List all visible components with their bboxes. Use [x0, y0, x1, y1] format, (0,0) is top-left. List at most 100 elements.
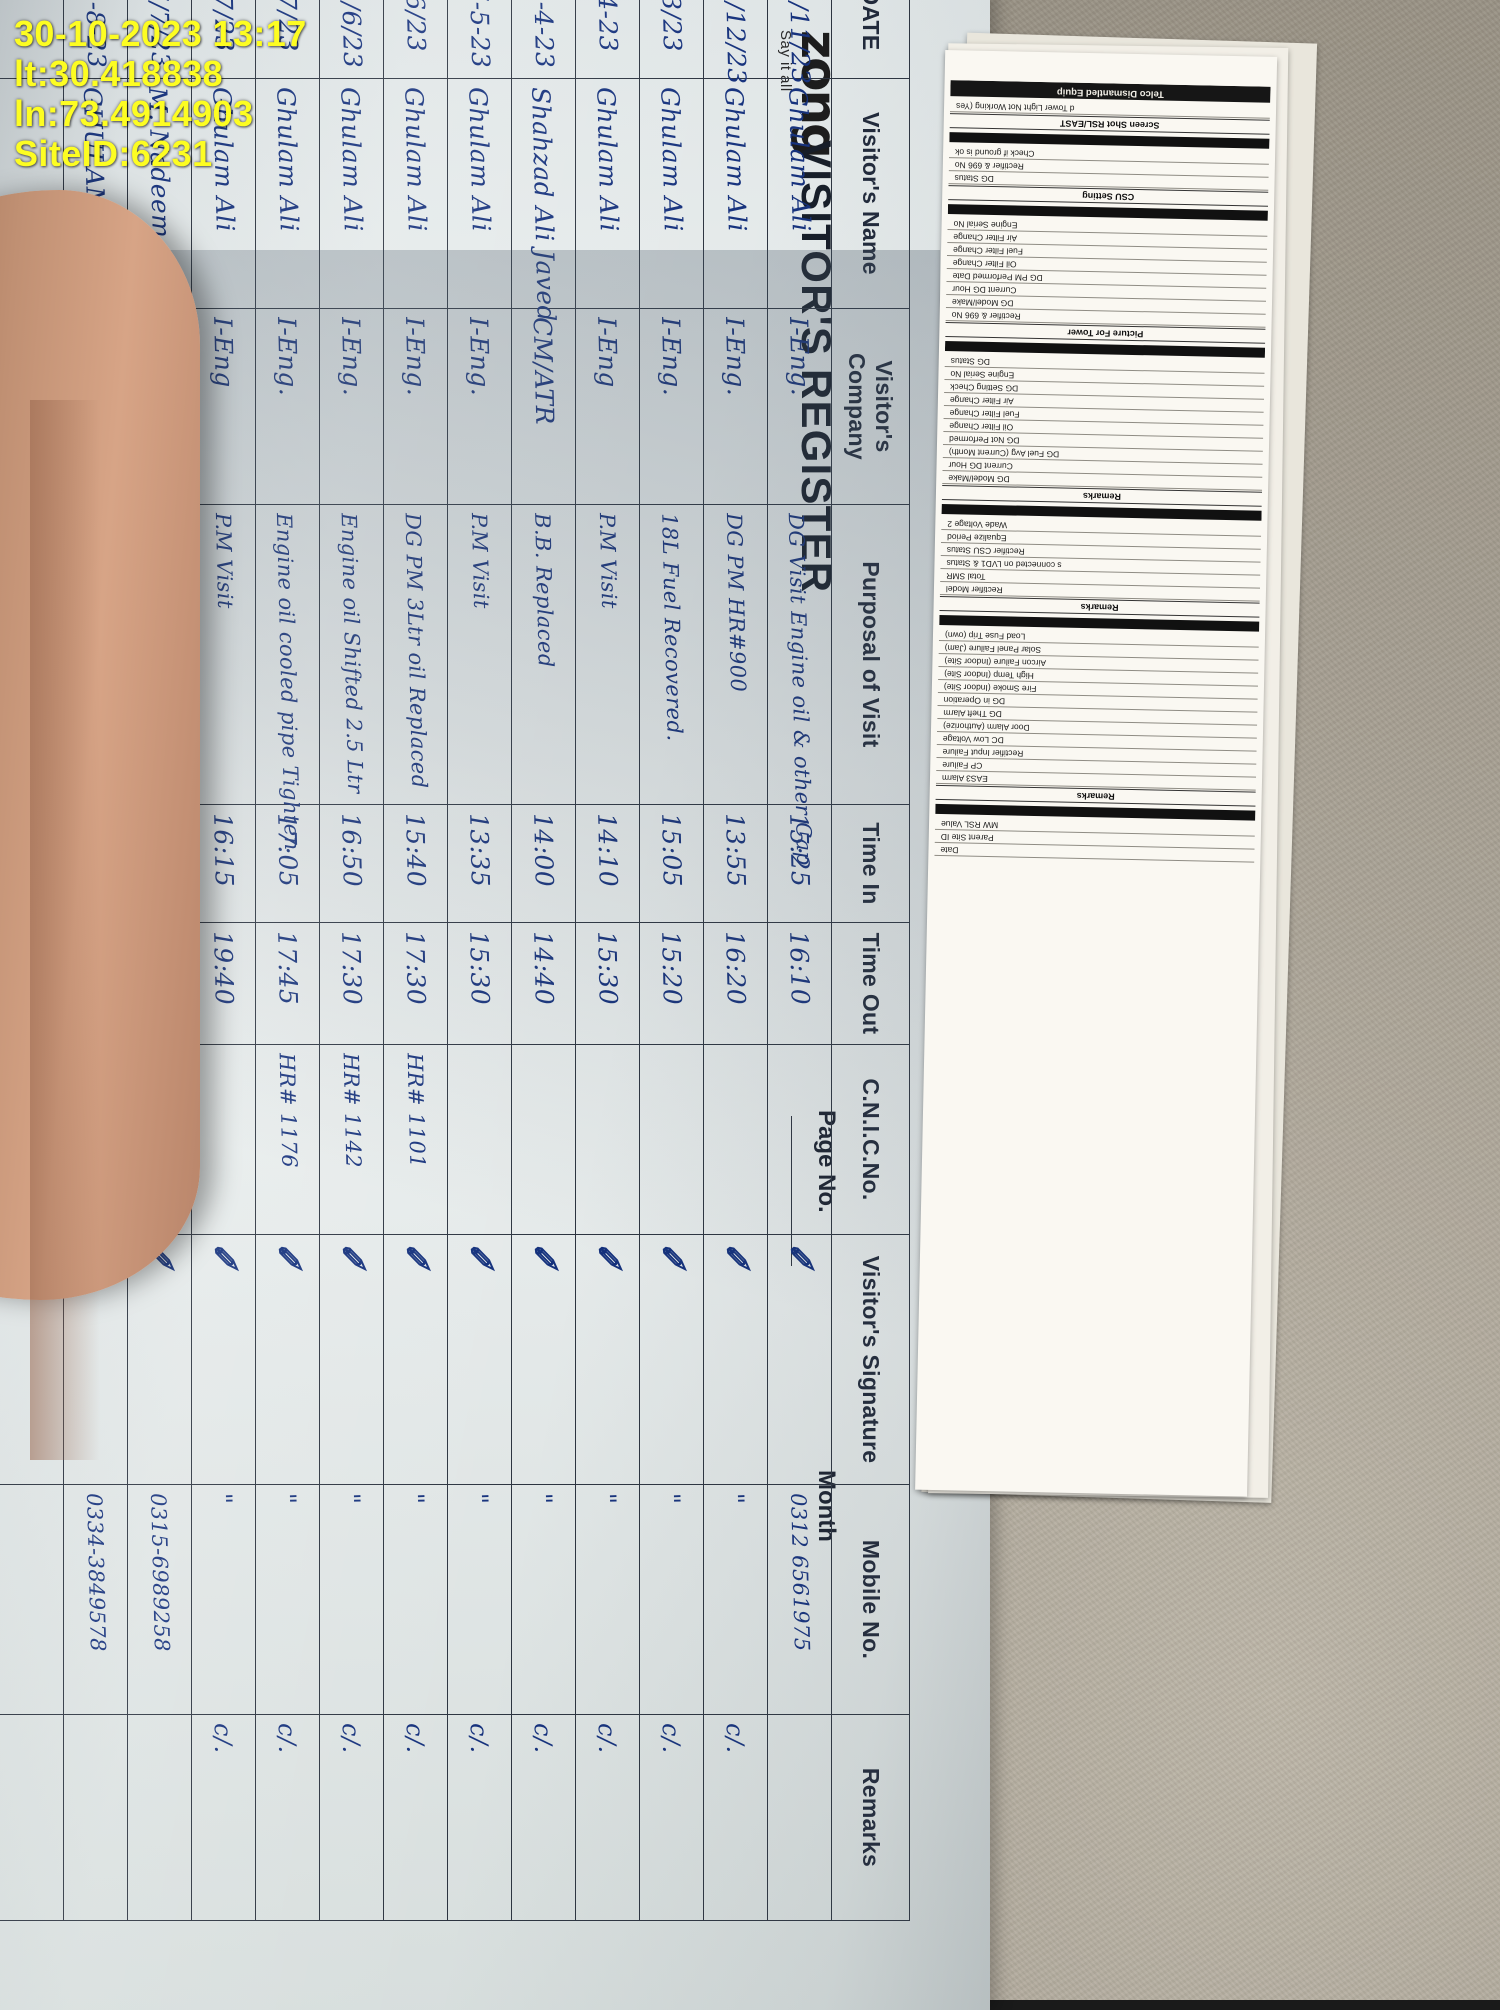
cell-name: Ghulam Ali — [575, 78, 640, 309]
signature-mark: ✐ — [331, 1242, 372, 1269]
cell-remarks: c/. — [255, 1714, 320, 1921]
cell-time-in: 16:15 — [191, 804, 256, 923]
cell-mobile-text: " — [401, 1492, 430, 1505]
cell-time-in-text: 14:00 — [528, 812, 559, 888]
cell-time-out-text: 19:40 — [208, 930, 239, 1006]
signature-mark: ✐ — [523, 1242, 564, 1269]
cell-date: 7/6/23 — [383, 0, 448, 79]
hand-holding-page — [0, 190, 200, 1460]
cell-remarks: c/. — [575, 1714, 640, 1921]
cell-date-text: 17-5-23 — [463, 0, 496, 69]
cell-signature: ✐ — [767, 1234, 832, 1485]
cell-remarks-text: c/. — [721, 1722, 750, 1754]
cell-date: 28/11/23 — [767, 0, 832, 85]
telecom-checklist-form: Telco Dismantled Equip d Tower Light Not … — [921, 80, 1271, 1506]
cell-cnic: HR# 1176 — [255, 1044, 320, 1235]
cell-mobile: " — [511, 1484, 576, 1715]
cell-company: CM/ATR — [511, 308, 576, 505]
cell-purpose: DG PM 3Ltr oil Replaced — [383, 504, 448, 805]
finger-edge — [30, 400, 100, 1460]
cell-date-text: 15/12/23 — [719, 0, 752, 85]
cell-time-out: 16:10 — [767, 922, 832, 1045]
cell-purpose-text: Engine oil cooled pipe Tighten — [271, 512, 305, 851]
cell-time-out-text: 17:30 — [400, 930, 431, 1006]
cell-remarks-text: c/. — [209, 1722, 238, 1754]
cell-remarks: c/. — [191, 1714, 256, 1921]
table-row: 9/7/23 Ghulam Ali I-Eng P.M Visit 16:15 19:40… — [191, 0, 256, 1921]
cell-remarks: c/. — [511, 1714, 576, 1921]
cell-mobile-text: " — [273, 1492, 302, 1505]
cell-purpose: 18L Fuel Recovered. — [639, 504, 704, 805]
cell-remarks-text: c/. — [657, 1722, 686, 1754]
cell-time-out-text: 16:20 — [720, 930, 751, 1006]
cell-time-out: 17:30 — [383, 922, 448, 1045]
cell-mobile: " — [255, 1484, 320, 1715]
cell-purpose-text: Engine oil Shifted 2.5 Ltr — [336, 512, 368, 794]
cell-remarks: c/. — [703, 1714, 768, 1921]
cell-remarks: c/. — [383, 1714, 448, 1921]
table-row: 4-4-23 Ghulam Ali I-Eng P.M Visit 14:10 15:30… — [575, 0, 640, 1921]
cell-time-in: 14:10 — [575, 804, 640, 923]
cell-name: Shahzad Ali Javed — [511, 78, 576, 322]
cell-name: Ghulam Ali — [383, 78, 448, 309]
table-row: 7/7/23 Ghulam Ali I-Eng. Engine oil cooled … — [255, 0, 320, 1921]
cell-company-text: I-Eng. — [720, 316, 751, 397]
cell-purpose: DG Visit Engine oil & other Cap — [767, 504, 832, 866]
cell-name: Ghulam Ali — [447, 78, 512, 309]
cell-time-in: 15:05 — [639, 804, 704, 923]
cell-remarks: c/. — [639, 1714, 704, 1921]
cell-mobile: 0334-3849578 — [63, 1484, 128, 1715]
table-row: 17-5-23 Ghulam Ali I-Eng. P.M Visit 13:35 15:… — [447, 0, 512, 1921]
col-time-in: Time In — [831, 804, 910, 923]
cell-remarks: c/. — [319, 1714, 384, 1921]
cell-time-in-text: 16:50 — [336, 812, 367, 888]
cell-name-text: Shahzad Ali Javed — [526, 86, 561, 323]
cell-time-out: 16:20 — [703, 922, 768, 1045]
cell-mobile: 0315-6989258 — [127, 1484, 192, 1715]
table-row: 28/11/23 Ghulam Ali I-Eng. DG Visit Engine … — [767, 0, 832, 1921]
cell-remarks: c/. — [447, 1714, 512, 1921]
col-mobile: Mobile No. — [831, 1484, 910, 1715]
col-date: DATE — [831, 0, 910, 79]
cell-cnic — [639, 1044, 704, 1235]
cell-purpose: Engine oil Shifted 2.5 Ltr — [319, 504, 384, 805]
cell-company-text: I-Eng. — [784, 316, 815, 397]
cell-name-text: Ghulam Ali — [591, 86, 624, 233]
cell-time-out-text: 15:30 — [464, 930, 495, 1006]
cell-cnic: HR# 1142 — [319, 1044, 384, 1235]
table-row: 24/6/23 Ghulam Ali I-Eng. Engine oil Shifte… — [319, 0, 384, 1921]
cell-time-in: 16:50 — [319, 804, 384, 923]
cell-purpose-text: DG PM 3Ltr oil Replaced — [400, 512, 432, 789]
cell-signature: ✐ — [511, 1234, 576, 1485]
signature-mark: ✐ — [715, 1242, 756, 1269]
cell-time-in: 15:25 — [767, 804, 832, 923]
cell-mobile: " — [319, 1484, 384, 1715]
cell-time-in-text: 13:55 — [720, 812, 751, 888]
cell-company: I-Eng. — [767, 308, 832, 505]
cell-remarks-text: c/. — [529, 1722, 558, 1754]
cell-mobile: 0312 6561975 — [767, 1484, 832, 1715]
side-paper-stack: Telco Dismantled Equip d Tower Light Not … — [914, 26, 1345, 1534]
cell-purpose-text: DG PM HR#900 — [721, 512, 751, 693]
cell-date: 11-4-23 — [511, 0, 576, 79]
cell-remarks — [767, 1714, 832, 1921]
cell-remarks — [0, 1714, 64, 1921]
cell-time-out-text: 15:30 — [592, 930, 623, 1006]
cell-purpose-text: P.M Visit — [466, 512, 494, 610]
cell-name: Ghulam Ali — [319, 78, 384, 309]
cell-mobile: " — [703, 1484, 768, 1715]
cell-time-in-text: 13:35 — [464, 812, 495, 888]
cell-mobile-text: 0315-6989258 — [146, 1492, 174, 1653]
stack-sheet-front: Telco Dismantled Equip d Tower Light Not … — [915, 49, 1278, 1497]
cell-cnic-text: HR# 1142 — [338, 1052, 366, 1169]
cell-time-out-text: 15:20 — [656, 930, 687, 1006]
cell-time-in: 13:35 — [447, 804, 512, 923]
cell-time-in: 14:00 — [511, 804, 576, 923]
cell-company: I-Eng. — [383, 308, 448, 505]
signature-mark: ✐ — [203, 1242, 244, 1269]
col-purpose: Purposal of Visit — [831, 504, 910, 805]
gps-datetime: 30-10-2023 13:17 — [14, 13, 307, 54]
cell-remarks-text: c/. — [465, 1722, 494, 1754]
cell-time-in-text: 15:25 — [784, 812, 815, 888]
cell-date-text: 4/3/23 — [655, 0, 688, 53]
